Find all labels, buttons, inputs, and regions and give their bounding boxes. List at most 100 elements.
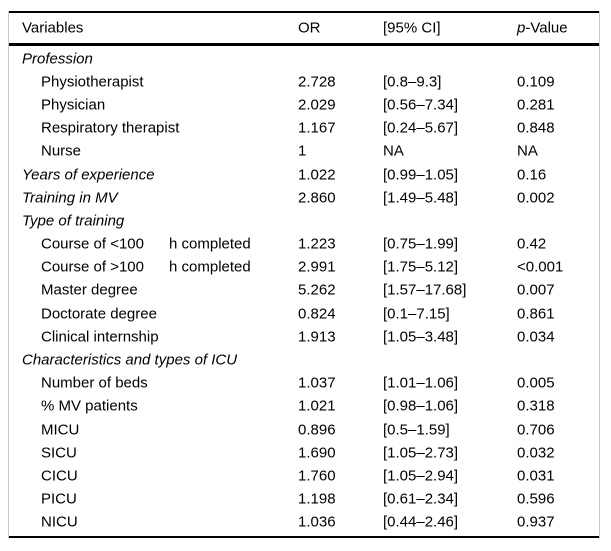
row-label: Nurse [41,142,82,160]
row-label: Physician [41,96,106,114]
row-or-value: 5.262 [298,281,336,299]
row-p-value: 0.706 [517,421,555,439]
row-label: Type of training [22,212,125,230]
header-pvalue-suffix: -Value [525,19,568,37]
row-ci-value: [0.99–1.05] [383,166,459,184]
row-p-value: 0.031 [517,467,555,485]
row-ci-value: [0.1–7.15] [383,305,450,323]
row-label-suffix: h completed [169,235,251,253]
table-row: Years of experience 1.022 [0.99–1.05] 0.… [9,163,599,186]
header-pvalue: p-Value [517,20,568,37]
row-p-value: 0.16 [517,166,547,184]
row-or-value: 0.896 [298,421,336,439]
table-row: Type of training [9,209,599,232]
table-row: Physiotherapist 2.728 [0.8–9.3] 0.109 [9,70,599,93]
row-p-value: NA [517,142,538,160]
row-or-value: 1.022 [298,166,336,184]
header-95ci: [95% CI] [383,19,441,37]
row-label: MICU [41,421,80,439]
row-or-value: 1.760 [298,467,336,485]
table-row: Characteristics and types of ICU [9,348,599,371]
row-ci-value: [1.05–2.73] [383,444,459,462]
row-ci-value: [0.61–2.34] [383,490,459,508]
table-row: Profession [9,47,599,70]
row-p-value: 0.848 [517,119,555,137]
row-ci-value: [1.01–1.06] [383,374,459,392]
row-or-value: 1.036 [298,513,336,531]
row-p-value: 0.034 [517,328,555,346]
row-p-value: 0.318 [517,397,555,415]
row-p-value: 0.005 [517,374,555,392]
row-label: CICU [41,467,78,485]
row-or-value: 1.167 [298,119,336,137]
row-ci-value: [1.49–5.48] [383,189,459,207]
row-or-value: 1.021 [298,397,336,415]
row-label: Physiotherapist [41,73,144,91]
table-row: Nurse 1 NA NA [9,140,599,163]
row-or-value: 1 [298,142,307,160]
row-ci-value: [0.24–5.67] [383,119,459,137]
row-ci-value: [0.5–1.59] [383,421,450,439]
table-row: Number of beds 1.037 [1.01–1.06] 0.005 [9,372,599,395]
table-row: Physician 2.029 [0.56–7.34] 0.281 [9,93,599,116]
row-ci-value: [0.75–1.99] [383,235,459,253]
row-label: Characteristics and types of ICU [22,351,238,369]
row-ci-value: [1.05–2.94] [383,467,459,485]
row-label: Training in MV [22,189,118,207]
table-row: Clinical internship 1.913 [1.05–3.48] 0.… [9,325,599,348]
row-ci-value: [0.98–1.06] [383,397,459,415]
table-header-row: Variables OR [95% CI] p-Value [9,11,599,46]
row-label: Doctorate degree [41,305,157,323]
row-or-value: 0.824 [298,305,336,323]
row-p-value: 0.007 [517,281,555,299]
row-label: Years of experience [22,166,155,184]
table-body: Profession Physiotherapist 2.728 [0.8–9.… [9,46,599,538]
row-label: SICU [41,444,77,462]
table-row: Master degree 5.262 [1.57–17.68] 0.007 [9,279,599,302]
row-p-value: 0.861 [517,305,555,323]
row-or-value: 1.037 [298,374,336,392]
row-ci-value: [1.05–3.48] [383,328,459,346]
row-or-value: 2.029 [298,96,336,114]
row-p-value: 0.937 [517,513,555,531]
row-ci-value: NA [383,142,404,160]
row-ci-value: [0.56–7.34] [383,96,459,114]
row-or-value: 2.728 [298,73,336,91]
row-label: Clinical internship [41,328,159,346]
row-ci-value: [1.75–5.12] [383,258,459,276]
row-p-value: 0.032 [517,444,555,462]
header-variables: Variables [22,19,84,37]
row-ci-value: [0.8–9.3] [383,73,442,91]
row-or-value: 1.690 [298,444,336,462]
row-label: Respiratory therapist [41,119,180,137]
table-row: MICU 0.896 [0.5–1.59] 0.706 [9,418,599,441]
row-or-value: 1.913 [298,328,336,346]
table-row: Course of >100 h completed 2.991 [1.75–5… [9,256,599,279]
table-row: % MV patients 1.021 [0.98–1.06] 0.318 [9,395,599,418]
table-row: Respiratory therapist 1.167 [0.24–5.67] … [9,117,599,140]
row-label: Course of >100 [41,258,144,276]
row-p-value: 0.281 [517,96,555,114]
table-row: NICU 1.036 [0.44–2.46] 0.937 [9,511,599,534]
stats-table: Variables OR [95% CI] p-Value Profession… [8,11,600,538]
table-row: Course of <100 h completed 1.223 [0.75–1… [9,233,599,256]
table-row: CICU 1.760 [1.05–2.94] 0.031 [9,464,599,487]
table-row: SICU 1.690 [1.05–2.73] 0.032 [9,441,599,464]
row-p-value: <0.001 [517,258,564,276]
row-label: NICU [41,513,78,531]
row-label: Profession [22,50,93,68]
row-or-value: 2.860 [298,189,336,207]
row-label: Number of beds [41,374,148,392]
header-pvalue-p: p [517,19,526,37]
row-label: Course of <100 [41,235,144,253]
table-row: Doctorate degree 0.824 [0.1–7.15] 0.861 [9,302,599,325]
table-row: PICU 1.198 [0.61–2.34] 0.596 [9,488,599,511]
row-or-value: 1.198 [298,490,336,508]
row-or-value: 1.223 [298,235,336,253]
row-ci-value: [1.57–17.68] [383,281,467,299]
row-label-suffix: h completed [169,258,251,276]
row-p-value: 0.109 [517,73,555,91]
row-p-value: 0.596 [517,490,555,508]
row-p-value: 0.002 [517,189,555,207]
